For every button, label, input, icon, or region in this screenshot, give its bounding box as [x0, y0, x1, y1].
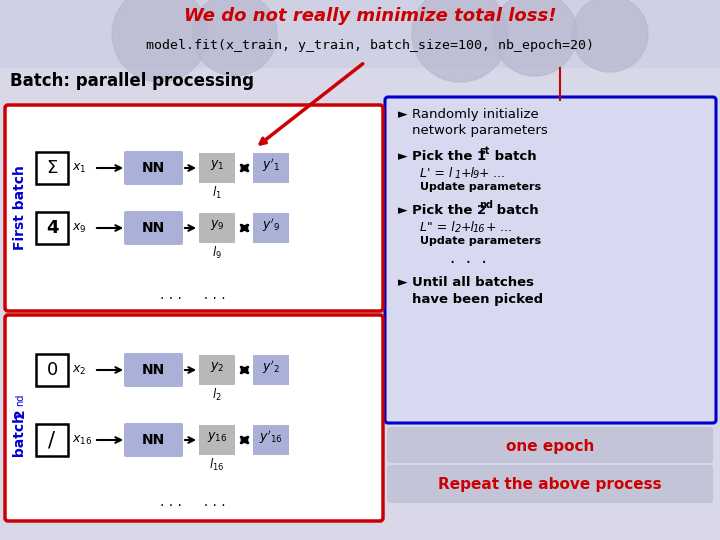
Text: 2: 2	[455, 224, 462, 234]
Text: ►: ►	[398, 276, 408, 289]
Text: one epoch: one epoch	[506, 440, 594, 455]
FancyBboxPatch shape	[387, 427, 713, 463]
FancyBboxPatch shape	[5, 315, 383, 521]
Text: $l_2$: $l_2$	[212, 387, 222, 403]
Text: 1: 1	[455, 170, 462, 180]
Text: + ...: + ...	[486, 221, 513, 234]
Text: $x_{16}$: $x_{16}$	[72, 434, 92, 447]
FancyBboxPatch shape	[253, 425, 289, 455]
Text: ►: ►	[398, 108, 408, 121]
FancyBboxPatch shape	[36, 424, 68, 456]
Text: $x_1$: $x_1$	[72, 161, 86, 174]
Text: $y_{16}$: $y_{16}$	[207, 430, 227, 444]
Text: $l_1$: $l_1$	[212, 185, 222, 201]
Text: nd: nd	[479, 200, 493, 210]
FancyBboxPatch shape	[253, 355, 289, 385]
Circle shape	[572, 0, 648, 72]
Text: Randomly initialize: Randomly initialize	[412, 108, 539, 121]
Circle shape	[493, 0, 577, 76]
Text: ►: ►	[398, 150, 408, 163]
Text: model.fit(x_train, y_train, batch_size=100, nb_epoch=20): model.fit(x_train, y_train, batch_size=1…	[146, 38, 594, 51]
Text: $x_2$: $x_2$	[72, 363, 86, 376]
Circle shape	[412, 0, 508, 82]
FancyBboxPatch shape	[199, 425, 235, 455]
Circle shape	[112, 0, 208, 82]
Text: 9: 9	[473, 170, 480, 180]
Circle shape	[193, 0, 277, 76]
Text: L" = l: L" = l	[420, 221, 455, 234]
Text: network parameters: network parameters	[412, 124, 548, 137]
FancyBboxPatch shape	[253, 213, 289, 243]
Text: 2: 2	[13, 408, 27, 418]
FancyBboxPatch shape	[385, 97, 716, 423]
FancyBboxPatch shape	[199, 153, 235, 183]
Text: NN: NN	[142, 161, 165, 175]
Text: $y'_2$: $y'_2$	[262, 358, 280, 376]
Text: Update parameters: Update parameters	[420, 236, 541, 246]
Text: . . .     . . .: . . . . . .	[160, 288, 225, 302]
FancyBboxPatch shape	[124, 423, 183, 457]
FancyBboxPatch shape	[36, 212, 68, 244]
Text: $y'_1$: $y'_1$	[262, 156, 280, 174]
Text: First batch: First batch	[13, 166, 27, 251]
Text: $y'_9$: $y'_9$	[262, 216, 280, 234]
Text: 16: 16	[473, 224, 485, 234]
Text: nd: nd	[15, 394, 25, 406]
FancyBboxPatch shape	[124, 211, 183, 245]
Text: have been picked: have been picked	[412, 293, 543, 306]
Text: $x_9$: $x_9$	[72, 221, 86, 234]
FancyBboxPatch shape	[199, 355, 235, 385]
Text: Pick the 2: Pick the 2	[412, 204, 486, 217]
Text: $\Sigma$: $\Sigma$	[46, 159, 58, 177]
Text: Pick the 1: Pick the 1	[412, 150, 486, 163]
Text: L' = l: L' = l	[420, 167, 452, 180]
Text: +l: +l	[461, 167, 475, 180]
Text: $y_1$: $y_1$	[210, 158, 224, 172]
FancyBboxPatch shape	[5, 105, 383, 311]
Text: /: /	[48, 430, 55, 450]
Text: batch: batch	[490, 150, 536, 163]
Text: Repeat the above process: Repeat the above process	[438, 477, 662, 492]
Text: $y_2$: $y_2$	[210, 360, 224, 374]
Text: 0: 0	[46, 361, 58, 379]
Text: Batch: parallel processing: Batch: parallel processing	[10, 72, 254, 90]
Text: $y_9$: $y_9$	[210, 218, 225, 232]
FancyBboxPatch shape	[199, 213, 235, 243]
Text: . . .     . . .: . . . . . .	[160, 495, 225, 509]
Text: Until all batches: Until all batches	[412, 276, 534, 289]
Text: batch: batch	[13, 414, 27, 462]
FancyBboxPatch shape	[36, 152, 68, 184]
Text: $y'_{16}$: $y'_{16}$	[259, 428, 283, 446]
Text: batch: batch	[492, 204, 539, 217]
FancyBboxPatch shape	[36, 354, 68, 386]
FancyBboxPatch shape	[124, 353, 183, 387]
Text: + ...: + ...	[479, 167, 505, 180]
Text: st: st	[479, 146, 490, 156]
FancyBboxPatch shape	[387, 465, 713, 503]
Text: ·  ·  ·: · · ·	[450, 254, 487, 272]
Text: ►: ►	[398, 204, 408, 217]
Text: NN: NN	[142, 221, 165, 235]
Text: NN: NN	[142, 433, 165, 447]
Text: $l_9$: $l_9$	[212, 245, 222, 261]
Text: +l: +l	[461, 221, 475, 234]
Text: NN: NN	[142, 363, 165, 377]
Text: We do not really minimize total loss!: We do not really minimize total loss!	[184, 7, 557, 25]
FancyBboxPatch shape	[0, 0, 720, 68]
FancyBboxPatch shape	[253, 153, 289, 183]
FancyBboxPatch shape	[124, 151, 183, 185]
Text: 4: 4	[46, 219, 58, 237]
Text: Update parameters: Update parameters	[420, 182, 541, 192]
Text: $l_{16}$: $l_{16}$	[210, 457, 225, 473]
